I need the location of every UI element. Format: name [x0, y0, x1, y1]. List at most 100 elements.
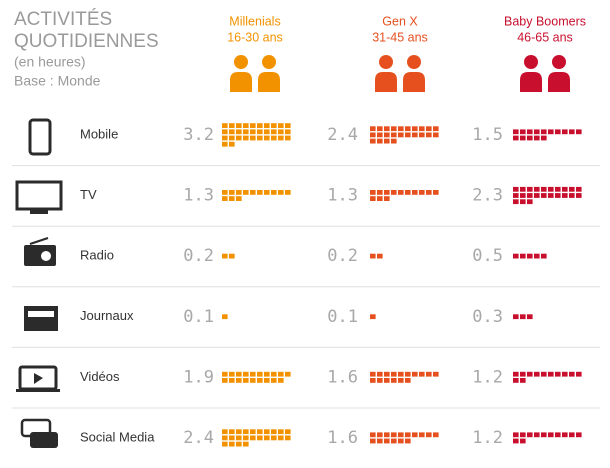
waffle-cell — [257, 435, 263, 441]
waffle-cell — [569, 371, 575, 377]
waffle-cell — [562, 371, 568, 377]
waffle-cell — [405, 438, 411, 444]
waffle-cell — [377, 132, 383, 138]
waffle-cell — [285, 371, 291, 377]
waffle-cell — [391, 438, 397, 444]
waffle-cell — [250, 378, 256, 383]
waffle-cell — [377, 253, 383, 259]
waffle-cell — [229, 435, 235, 441]
value-label: 0.1 — [327, 307, 358, 327]
waffle-cell — [520, 135, 526, 141]
waffle-cell — [257, 429, 263, 435]
waffle-cell — [229, 123, 235, 128]
value-label: 1.6 — [327, 428, 358, 448]
waffle-cell — [513, 193, 519, 198]
value-label: 0.5 — [472, 246, 503, 266]
value-label: 2.4 — [327, 125, 358, 145]
value-label: 2.4 — [183, 428, 214, 448]
waffle-cell — [527, 432, 533, 438]
waffle — [222, 314, 228, 320]
waffle-cell — [222, 441, 228, 447]
waffle-cell — [513, 371, 519, 377]
waffle-cell — [264, 123, 270, 128]
head — [407, 55, 421, 69]
waffle-cell — [562, 186, 568, 192]
waffle-cell — [377, 190, 383, 195]
body — [258, 72, 280, 92]
waffle — [370, 190, 439, 201]
body — [375, 72, 397, 92]
waffle-cell — [271, 371, 277, 377]
waffle-cell — [555, 186, 561, 192]
waffle-cell — [384, 378, 390, 383]
waffle-cell — [513, 314, 519, 320]
waffle-cell — [527, 135, 533, 141]
waffle-cell — [527, 193, 533, 198]
waffle-cell — [548, 193, 554, 198]
waffle-cell — [229, 129, 235, 135]
waffle — [513, 314, 533, 320]
waffle-cell — [384, 196, 390, 201]
waffle-cell — [426, 371, 432, 377]
waffle-cell — [534, 193, 540, 198]
waffle-cell — [377, 438, 383, 444]
waffle-cell — [222, 141, 228, 147]
waffle-cell — [264, 190, 270, 195]
waffle-cell — [433, 132, 439, 138]
people-icon — [375, 55, 425, 92]
waffle-cell — [243, 135, 249, 141]
waffle-cell — [555, 432, 561, 438]
waffle — [370, 371, 439, 383]
waffle-cell — [534, 135, 540, 141]
value-label: 1.2 — [472, 428, 503, 448]
waffle-cell — [370, 314, 376, 320]
waffle-cell — [433, 371, 439, 377]
waffle-cell — [243, 190, 249, 195]
waffle-cell — [285, 190, 291, 195]
value-label: 0.3 — [472, 307, 503, 327]
waffle-cell — [243, 123, 249, 128]
waffle-cell — [398, 190, 404, 195]
waffle-cell — [377, 138, 383, 144]
waffle-cell — [541, 135, 547, 141]
waffle-cell — [527, 199, 533, 205]
waffle-cell — [377, 432, 383, 438]
waffle-cell — [391, 432, 397, 438]
waffle-cell — [398, 432, 404, 438]
waffle-cell — [257, 378, 263, 383]
people-icon — [230, 55, 280, 92]
waffle-cell — [513, 135, 519, 141]
people-icon — [520, 55, 570, 92]
waffle-cell — [236, 135, 242, 141]
waffle-cell — [257, 123, 263, 128]
waffle-cell — [229, 429, 235, 435]
waffle-cell — [391, 126, 397, 132]
body — [520, 72, 542, 92]
waffle-cell — [419, 126, 425, 132]
waffle-cell — [370, 190, 376, 195]
waffle-cell — [243, 429, 249, 435]
waffle — [513, 253, 547, 259]
waffle-cell — [222, 135, 228, 141]
waffle-cell — [412, 432, 418, 438]
waffle-cell — [229, 253, 235, 259]
series-name: Baby Boomers — [504, 14, 586, 28]
waffle-cell — [520, 129, 526, 135]
waffle-cell — [377, 126, 383, 132]
waffle-cell — [236, 429, 242, 435]
series-name: Gen X — [382, 14, 418, 28]
waffle-cell — [520, 193, 526, 198]
value-label: 1.5 — [472, 125, 503, 145]
value-label: 0.2 — [327, 246, 358, 266]
waffle-cell — [541, 129, 547, 135]
unit: (en heures) — [14, 54, 86, 70]
category-label: Mobile — [80, 126, 118, 141]
waffle-cell — [229, 371, 235, 377]
waffle-cell — [236, 129, 242, 135]
waffle-cell — [520, 186, 526, 192]
waffle-cell — [555, 371, 561, 377]
waffle-cell — [405, 190, 411, 195]
waffle-cell — [541, 371, 547, 377]
waffle-cell — [569, 193, 575, 198]
